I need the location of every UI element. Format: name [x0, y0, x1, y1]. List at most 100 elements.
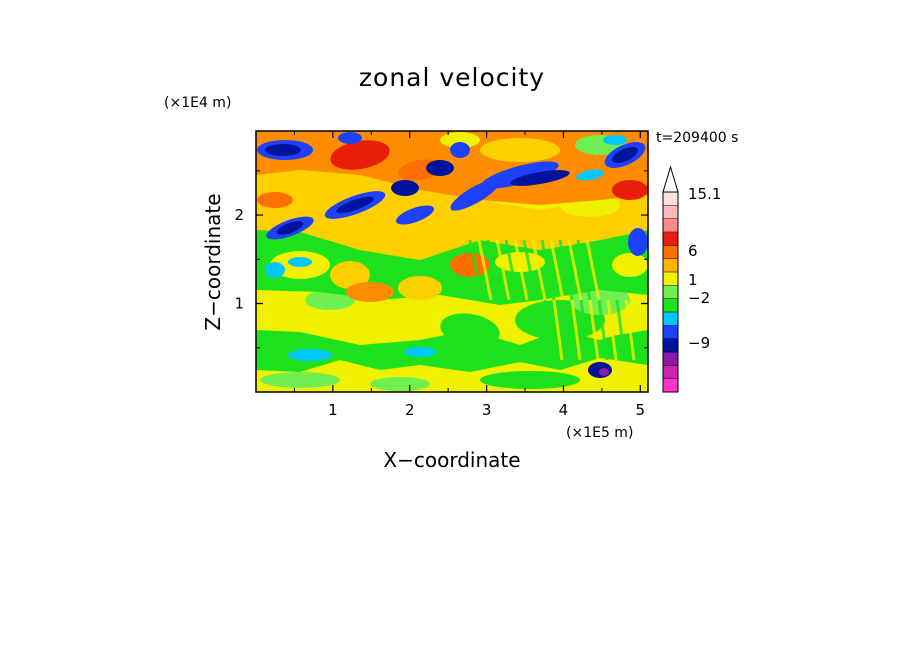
field-wave-stripe: [567, 239, 583, 301]
field-cyan-patch: [288, 349, 332, 361]
y-tick-label: 1: [234, 295, 244, 313]
field-red-blob: [612, 180, 648, 200]
colorbar-segment: [663, 232, 678, 246]
colorbar-frame: [662, 191, 679, 393]
field-wave-stripe: [513, 239, 529, 301]
field-wave-stripe: [579, 299, 591, 361]
colorbar-segment: [663, 325, 678, 339]
field-wave-stripe: [531, 239, 547, 301]
field-navy-core: [276, 221, 304, 235]
colorbar-labels: 15.1 6 1−2 −9: [688, 185, 721, 352]
field-orange-yellow-blob: [330, 261, 370, 289]
x-tick-label: 5: [636, 401, 646, 419]
colorbar-label: 1: [688, 271, 698, 289]
field-cyan-patch: [576, 169, 604, 181]
field-cyan-patch: [265, 262, 285, 278]
x-tick-label: 4: [559, 401, 569, 419]
y-axis-ticks: 12: [234, 170, 648, 349]
colorbar-segment: [663, 298, 678, 313]
colorbar-segment: [663, 378, 678, 393]
field-red-blob: [330, 140, 390, 170]
field-bottom-lightgreen: [370, 377, 430, 391]
field-yellow-blob: [612, 253, 648, 277]
x-tick-label: 3: [482, 401, 492, 419]
field-orange-blob: [257, 192, 293, 208]
field-wave-stripe: [477, 239, 493, 301]
colorbar-label: −9: [688, 334, 710, 352]
field-navy-core: [510, 170, 570, 186]
x-tick-label: 1: [328, 401, 338, 419]
field-wave-stripe: [504, 239, 520, 301]
y-axis-label: Z−coordinate: [201, 193, 225, 330]
field-wave-stripe: [624, 299, 636, 361]
field-orange-yellow-blob: [398, 276, 442, 300]
field-navy-core: [336, 196, 374, 214]
field-wave-stripe: [486, 239, 502, 301]
field-wave-stripe: [597, 299, 609, 361]
field-upper-orange-yellow: [485, 212, 595, 248]
colorbar-segment: [663, 192, 678, 206]
field-navy-core: [426, 160, 454, 176]
field-wave-stripe: [570, 299, 582, 361]
field-blue-band: [481, 161, 559, 189]
field-wave-stripe: [558, 239, 574, 301]
x-tick-label: 2: [405, 401, 415, 419]
y-tick-label: 2: [234, 206, 244, 224]
field-wave-stripe: [468, 239, 484, 301]
colorbar-segment: [663, 272, 678, 286]
x-axis-ticks: 1 2 3 4 5: [293, 131, 646, 419]
field-green-patch: [440, 313, 500, 347]
colorbar-segment: [663, 205, 678, 219]
field-wave-stripe: [552, 299, 564, 361]
field-wave-stripe: [543, 299, 555, 361]
field-bottom-green: [480, 371, 580, 389]
colorbar-max-arrow: [662, 165, 679, 193]
field-cyan-patch: [603, 135, 627, 145]
x-unit-label: (×1E5 m): [566, 425, 633, 441]
time-label: t=209400 s: [656, 130, 738, 146]
field-orange-blob: [346, 282, 394, 302]
colorbar-segment: [663, 338, 678, 353]
colorbar-segment: [663, 258, 678, 273]
field-wave-stripe: [561, 299, 573, 361]
field-wave-stripe: [549, 239, 565, 301]
field-bottom-lightgreen: [260, 372, 340, 388]
colorbar-segment: [663, 245, 678, 259]
colorbar: [662, 165, 679, 393]
colorbar-segment: [663, 218, 678, 233]
field-navy-core: [391, 180, 419, 196]
chart-title: zonal velocity: [359, 63, 545, 92]
field-navy-core: [265, 144, 301, 156]
field-wave-stripe: [615, 299, 627, 361]
colorbar-label: 15.1: [688, 185, 721, 203]
field-wave-stripe: [540, 239, 556, 301]
field-blue-band: [396, 205, 434, 225]
x-axis-label: X−coordinate: [383, 448, 520, 472]
colorbar-segment: [663, 285, 678, 299]
plot-frame: [255, 130, 649, 393]
colorbar-label: 6: [688, 242, 698, 260]
plot-area: [256, 131, 648, 392]
colorbar-segment: [663, 352, 678, 366]
field-blue-band: [628, 228, 648, 256]
velocity-field: [256, 131, 648, 392]
field-blobs: [256, 131, 648, 392]
field-yellow-blob: [440, 132, 480, 148]
field-wave-stripe: [606, 299, 618, 361]
field-yellow-blob: [480, 138, 560, 162]
field-bottom-purple-patch: [599, 368, 609, 376]
y-unit-label: (×1E4 m): [164, 95, 231, 111]
colorbar-segment: [663, 365, 678, 379]
colorbar-label: −2: [688, 289, 710, 307]
field-blue-band: [338, 132, 362, 144]
field-wave-stripe: [585, 239, 601, 301]
field-wave-stripe: [588, 299, 600, 361]
field-wave-stripe: [576, 239, 592, 301]
field-wave-stripe: [522, 239, 538, 301]
field-cyan-patch: [288, 257, 312, 267]
field-orange-blob: [450, 253, 490, 277]
field-wave-stripe: [495, 239, 511, 301]
colorbar-segment: [663, 312, 678, 326]
field-navy-core: [612, 146, 638, 164]
